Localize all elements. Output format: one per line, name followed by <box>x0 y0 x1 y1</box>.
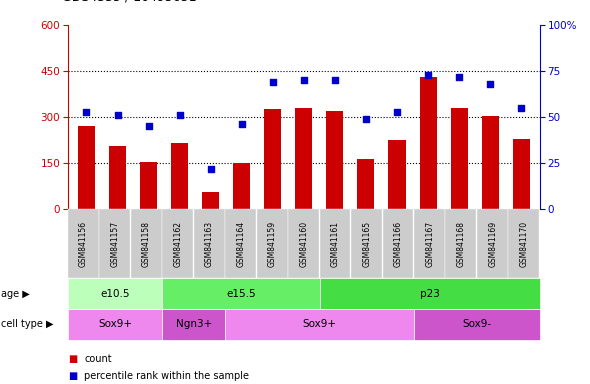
Text: GSM841160: GSM841160 <box>299 221 309 267</box>
Bar <box>358 159 375 209</box>
Text: GSM841159: GSM841159 <box>268 221 277 267</box>
Point <box>516 105 526 111</box>
Text: GSM841156: GSM841156 <box>79 221 88 267</box>
Bar <box>202 192 219 209</box>
Point <box>175 112 184 118</box>
Point <box>424 72 433 78</box>
Text: GSM841161: GSM841161 <box>331 221 340 267</box>
Text: Sox9+: Sox9+ <box>303 319 336 329</box>
Text: percentile rank within the sample: percentile rank within the sample <box>84 371 250 381</box>
Bar <box>513 139 530 209</box>
Point <box>486 81 495 87</box>
Text: GSM841167: GSM841167 <box>425 221 434 267</box>
Text: e15.5: e15.5 <box>226 289 255 299</box>
Point <box>299 77 309 83</box>
Text: GSM841157: GSM841157 <box>110 221 120 267</box>
Bar <box>109 146 126 209</box>
Point <box>82 109 91 115</box>
Bar <box>233 163 250 209</box>
Point <box>144 123 153 129</box>
Bar <box>451 108 468 209</box>
Text: GSM841170: GSM841170 <box>520 221 529 267</box>
Text: age ▶: age ▶ <box>1 289 30 299</box>
Bar <box>388 140 405 209</box>
Bar <box>78 126 95 209</box>
Text: GSM841166: GSM841166 <box>394 221 403 267</box>
Point <box>237 121 247 127</box>
Text: p23: p23 <box>419 289 440 299</box>
Bar <box>171 143 188 209</box>
Point <box>330 77 340 83</box>
Text: GDS4335 / 10495651: GDS4335 / 10495651 <box>62 0 196 4</box>
Point <box>206 166 215 172</box>
Bar <box>140 162 157 209</box>
Point <box>392 109 402 115</box>
Text: GSM841164: GSM841164 <box>237 221 245 267</box>
Point <box>454 73 464 79</box>
Text: GSM841169: GSM841169 <box>488 221 497 267</box>
Text: Ngn3+: Ngn3+ <box>176 319 212 329</box>
Point <box>361 116 371 122</box>
Text: GSM841168: GSM841168 <box>457 221 466 267</box>
Text: Sox9+: Sox9+ <box>98 319 132 329</box>
Point <box>113 112 122 118</box>
Text: GSM841158: GSM841158 <box>142 221 151 267</box>
Bar <box>326 111 343 209</box>
Bar <box>419 77 437 209</box>
Bar <box>296 108 312 209</box>
Text: GSM841162: GSM841162 <box>173 221 182 267</box>
Text: GSM841163: GSM841163 <box>205 221 214 267</box>
Text: ■: ■ <box>68 354 77 364</box>
Text: e10.5: e10.5 <box>100 289 130 299</box>
Text: ■: ■ <box>68 371 77 381</box>
Point <box>268 79 277 85</box>
Text: cell type ▶: cell type ▶ <box>1 319 54 329</box>
Text: Sox9-: Sox9- <box>463 319 491 329</box>
Text: GSM841165: GSM841165 <box>362 221 371 267</box>
Bar <box>481 116 499 209</box>
Bar <box>264 109 281 209</box>
Text: count: count <box>84 354 112 364</box>
